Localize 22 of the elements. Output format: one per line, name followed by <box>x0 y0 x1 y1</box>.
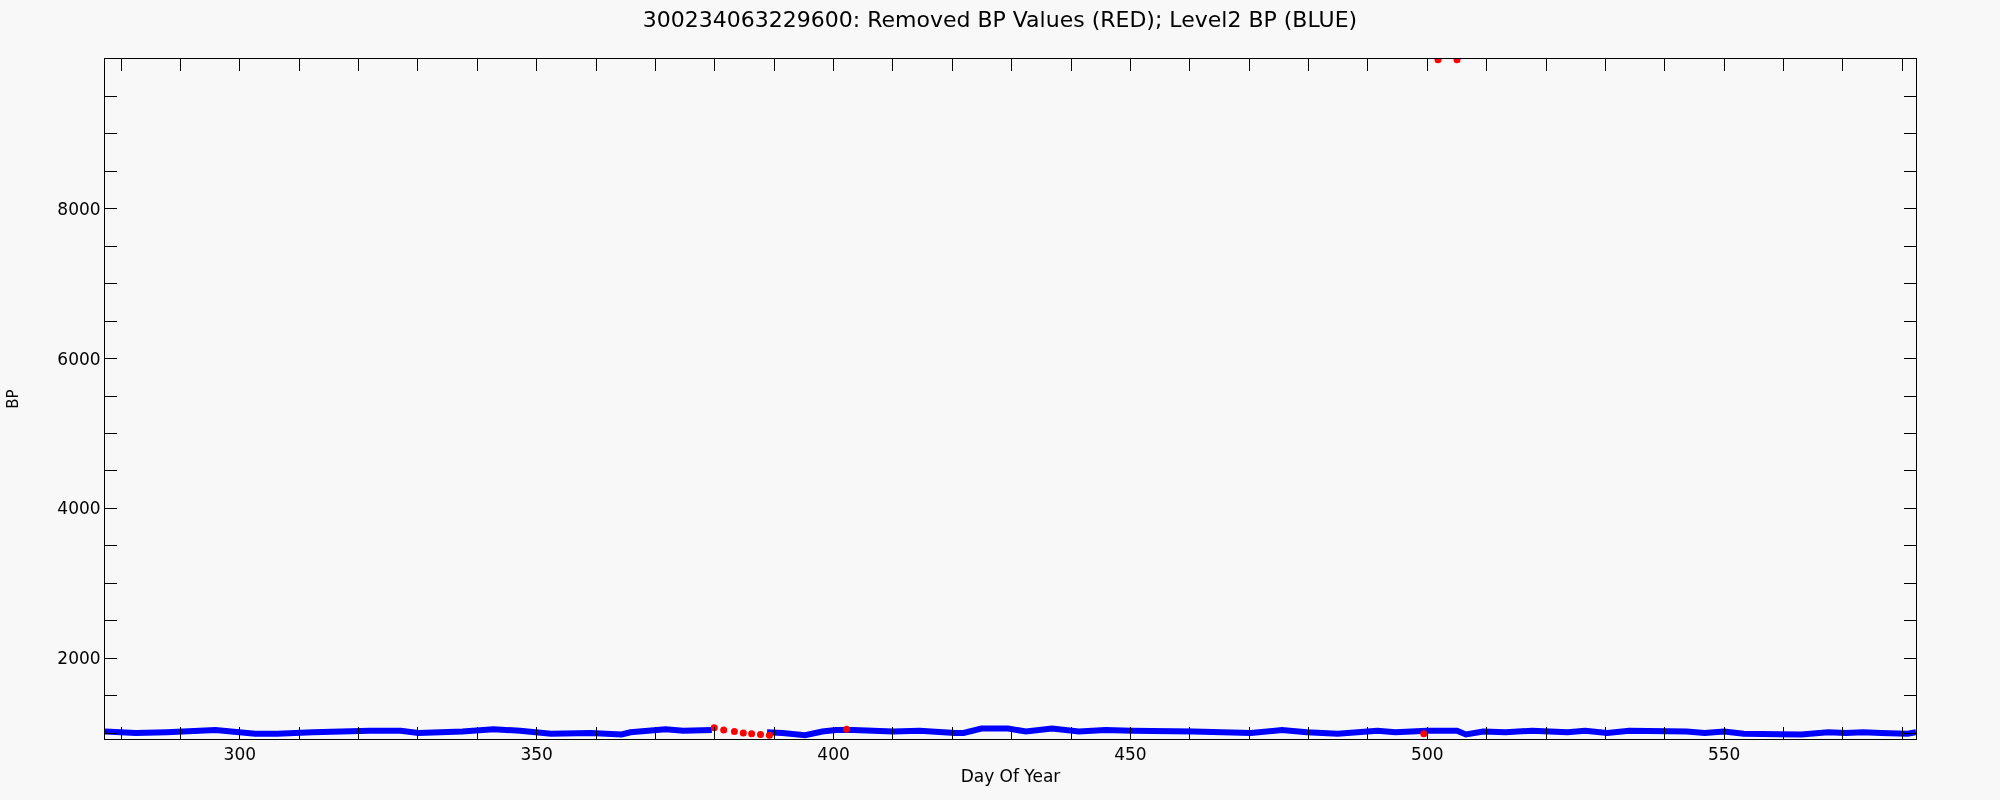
x-tick-label: 450 <box>1114 744 1147 765</box>
chart-title: 300234063229600: Removed BP Values (RED); Level2 BP (BLUE) <box>642 7 1358 33</box>
point <box>710 724 718 732</box>
point <box>748 730 756 738</box>
x-tick-label: 550 <box>1707 744 1741 765</box>
x-axis-title: Day Of Year <box>960 765 1061 786</box>
point <box>720 726 728 734</box>
y-tick-label: 4000 <box>57 498 101 519</box>
point <box>843 725 851 733</box>
point <box>757 731 765 739</box>
x-tick-label: 300 <box>223 744 257 765</box>
point <box>739 729 747 737</box>
point <box>1420 730 1428 738</box>
x-tick-label: 500 <box>1411 744 1444 765</box>
x-tick-label: 350 <box>520 744 553 765</box>
y-tick-label: 2000 <box>57 648 101 669</box>
y-tick-label: 6000 <box>57 348 101 369</box>
y-tick-label: 8000 <box>57 198 101 219</box>
x-tick-label: 400 <box>817 744 850 765</box>
point <box>730 728 738 736</box>
point <box>765 731 773 739</box>
y-axis-title: BP <box>3 389 22 409</box>
